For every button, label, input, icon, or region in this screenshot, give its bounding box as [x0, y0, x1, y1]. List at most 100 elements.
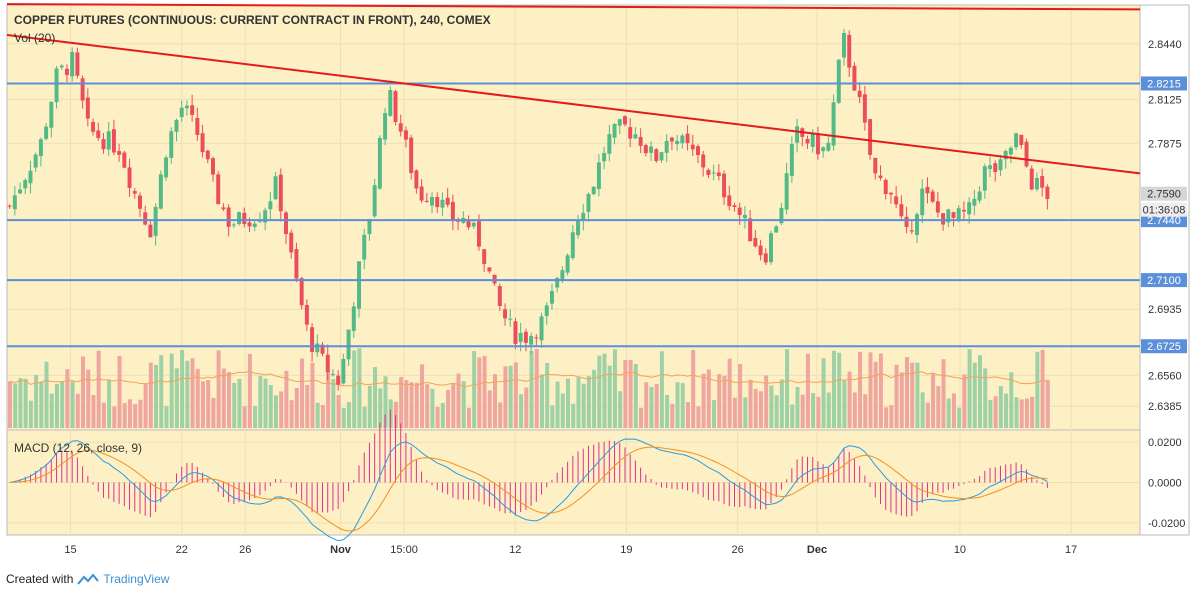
- candle-body: [675, 140, 680, 145]
- candle-body: [836, 59, 841, 103]
- volume-bar: [143, 383, 148, 428]
- volume-bar: [273, 395, 278, 428]
- volume-bar: [654, 384, 659, 428]
- volume-bar: [81, 356, 86, 428]
- candle-body: [513, 321, 518, 344]
- volume-bar: [211, 397, 216, 428]
- volume-bar: [946, 398, 951, 428]
- candle-body: [602, 152, 607, 162]
- volume-bar: [639, 407, 644, 428]
- volume-average-path: [9, 370, 1048, 387]
- volume-bar: [774, 395, 779, 428]
- volume-bar: [550, 405, 555, 428]
- candle-body: [237, 212, 242, 225]
- volume-bar: [732, 397, 737, 428]
- candle-body: [96, 130, 101, 139]
- volume-bar: [534, 348, 539, 428]
- candle-body: [883, 179, 888, 195]
- volume-bar: [232, 382, 237, 428]
- candle-body: [961, 209, 966, 212]
- candle-body: [440, 199, 445, 208]
- candle-body: [982, 166, 987, 191]
- candle-body: [164, 157, 169, 178]
- chart-area[interactable]: 2.8215 2.7440 2.7100 2.6725 2.8440 2.8125 2.7…: [0, 0, 1196, 566]
- volume-bar: [200, 381, 205, 428]
- volume-bar: [216, 350, 221, 428]
- candle-body: [696, 146, 700, 156]
- volume-bar: [811, 393, 816, 428]
- created-with-label: Created with: [6, 572, 74, 586]
- candle-body: [878, 175, 883, 178]
- chart-canvas[interactable]: 2.8215 2.7440 2.7100 2.6725 2.8440 2.8125 2.7…: [0, 0, 1196, 566]
- candle-body: [722, 173, 727, 198]
- volume-bar: [1040, 349, 1045, 428]
- candle-body: [127, 167, 132, 188]
- volume-bar: [294, 387, 299, 428]
- signal-line: [9, 446, 1048, 532]
- volume-bar: [440, 402, 445, 428]
- candle-body: [633, 134, 638, 139]
- candle-body: [158, 174, 163, 209]
- volume-bar: [758, 391, 763, 428]
- candle-body: [508, 318, 513, 320]
- candle-body: [565, 255, 570, 273]
- macd-series: [9, 409, 1048, 542]
- candle-body: [367, 219, 372, 235]
- volume-bar: [357, 348, 362, 428]
- volume-bar: [618, 391, 623, 428]
- candle-body: [1034, 177, 1039, 190]
- footer: Created with TradingView: [6, 570, 169, 588]
- candle-body: [242, 212, 247, 225]
- volume-bar: [936, 386, 941, 428]
- volume-bar: [310, 362, 315, 428]
- candle-body: [38, 139, 43, 157]
- volume-bar: [722, 375, 727, 428]
- volume-bar: [13, 383, 18, 428]
- candle-body: [184, 105, 189, 109]
- candle-body: [351, 306, 356, 331]
- candle-body: [1008, 147, 1013, 155]
- candle-body: [888, 192, 893, 195]
- candle-body: [403, 130, 408, 140]
- candle-body: [64, 68, 69, 76]
- volume-bar: [159, 355, 164, 428]
- candle-body: [195, 117, 200, 135]
- candle-body: [862, 94, 867, 123]
- candle-body: [873, 157, 878, 174]
- candle-body: [336, 375, 341, 385]
- candle-body: [946, 209, 951, 223]
- last-price-tag: [1141, 186, 1187, 201]
- candle-body: [18, 189, 23, 194]
- candle-body: [132, 191, 137, 194]
- volume-bar: [435, 406, 440, 428]
- candle-body: [476, 221, 481, 247]
- candle-body: [341, 359, 346, 384]
- volume-bar: [263, 378, 268, 428]
- volume-bar: [852, 392, 857, 428]
- trendlines[interactable]: [6, 3, 1141, 175]
- time-tick-label: 22: [176, 544, 188, 556]
- candle-body: [80, 78, 85, 101]
- candle-body: [54, 68, 59, 103]
- volume-bar: [477, 357, 482, 428]
- time-tick-label: 15: [64, 544, 76, 556]
- volume-bar: [430, 388, 435, 428]
- candle-body: [138, 195, 142, 209]
- candle-body: [920, 188, 925, 216]
- candle-body: [430, 196, 435, 206]
- volume-bar: [769, 385, 774, 428]
- volume-bar: [821, 358, 826, 428]
- volume-bar: [1045, 379, 1050, 428]
- candle-body: [576, 221, 581, 236]
- volume-bar: [977, 355, 983, 428]
- volume-bar: [592, 369, 597, 428]
- volume-bar: [23, 378, 28, 428]
- candle-body: [951, 212, 956, 218]
- countdown-label: 01:36:08: [1143, 205, 1186, 217]
- tradingview-brand[interactable]: TradingView: [103, 572, 170, 586]
- volume-bar: [633, 364, 638, 428]
- macd-tick-label: -0.0200: [1148, 518, 1185, 530]
- volume-bar: [268, 385, 273, 428]
- volume-bar: [691, 349, 696, 428]
- candle-body: [810, 133, 815, 147]
